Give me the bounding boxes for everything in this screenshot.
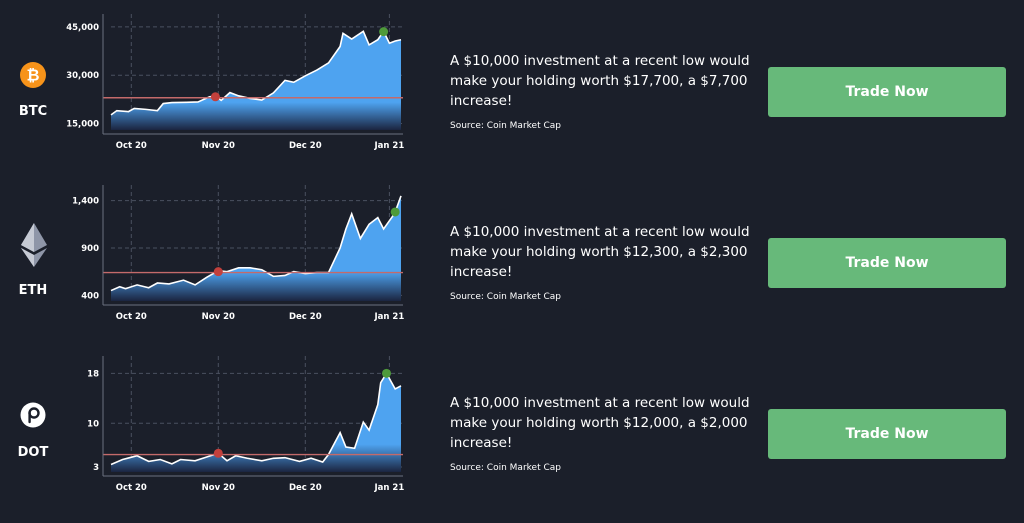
x-tick-label: Dec 20 (289, 312, 322, 322)
area-fill (111, 195, 401, 301)
price-chart-dot: 3 10 18 Oct 20 Nov 20 Dec 20 Jan 21 (87, 356, 405, 493)
x-tick-label: Jan 21 (374, 141, 405, 151)
price-chart-btc: 15,000 30,000 45,000 Oct 20 Nov 20 Dec 20 Jan … (66, 14, 405, 151)
low-point-marker (213, 448, 223, 458)
x-tick-label: Oct 20 (116, 483, 147, 493)
high-point-marker (382, 368, 391, 378)
y-tick-label: 18 (87, 369, 99, 379)
ethereum-icon (21, 223, 47, 267)
coin-label-btc: ₿ BTC (0, 0, 66, 171)
x-tick-label: Oct 20 (116, 312, 147, 322)
low-point-marker (213, 267, 223, 277)
trade-now-button[interactable]: Trade Now (768, 409, 1006, 459)
bitcoin-icon: ₿ (20, 62, 46, 88)
coin-ticker: ETH (18, 283, 48, 298)
x-tick-label: Jan 21 (374, 483, 405, 493)
x-tick-label: Jan 21 (374, 312, 405, 322)
x-tick-label: Dec 20 (289, 141, 322, 151)
investment-text: A $10,000 investment at a recent low wou… (450, 53, 750, 109)
coin-row-dot: DOT 3 10 18 Oct 20 Nov 20 Dec 20 Jan 21 A $10,… (0, 342, 1024, 513)
price-line (110, 195, 402, 292)
trade-now-button[interactable]: Trade Now (768, 67, 1006, 117)
x-tick-label: Nov 20 (202, 483, 235, 493)
investment-info: A $10,000 investment at a recent low wou… (450, 222, 750, 302)
source-text: Source: Coin Market Cap (450, 121, 561, 131)
price-line (110, 29, 402, 116)
area-fill (111, 31, 401, 130)
x-tick-label: Oct 20 (116, 141, 147, 151)
trade-now-button[interactable]: Trade Now (768, 238, 1006, 288)
polkadot-icon (20, 402, 46, 428)
coin-ticker: DOT (17, 445, 49, 460)
area-fill (111, 373, 401, 472)
investment-text: A $10,000 investment at a recent low wou… (450, 395, 750, 451)
coin-row-btc: ₿ BTC 15,000 30,000 45,000 Oct 20 Nov 20 Dec … (0, 0, 1024, 171)
x-tick-label: Nov 20 (202, 312, 235, 322)
investment-text: A $10,000 investment at a recent low wou… (450, 224, 750, 280)
svg-text:₿: ₿ (26, 66, 39, 85)
y-tick-label: 45,000 (66, 23, 99, 33)
investment-info: A $10,000 investment at a recent low wou… (450, 393, 750, 473)
price-chart-eth: 400 900 1,400 Oct 20 Nov 20 Dec 20 Jan 21 (72, 185, 405, 322)
coin-label-eth: ETH (0, 171, 66, 342)
low-point-marker (210, 92, 220, 102)
price-line (110, 371, 402, 466)
high-point-marker (379, 27, 389, 37)
high-point-marker (390, 207, 400, 217)
y-tick-label: 15,000 (66, 120, 99, 130)
y-tick-label: 3 (93, 463, 99, 473)
y-tick-label: 30,000 (66, 71, 99, 81)
investment-info: A $10,000 investment at a recent low wou… (450, 51, 750, 131)
source-text: Source: Coin Market Cap (450, 292, 561, 302)
source-text: Source: Coin Market Cap (450, 463, 561, 473)
x-tick-label: Nov 20 (202, 141, 235, 151)
x-tick-label: Dec 20 (289, 483, 322, 493)
y-tick-label: 900 (81, 244, 99, 254)
coin-label-dot: DOT (0, 342, 66, 513)
y-tick-label: 1,400 (72, 197, 99, 207)
coin-row-eth: ETH 400 900 1,400 Oct 20 Nov 20 Dec 20 Jan 21 … (0, 171, 1024, 342)
y-tick-label: 10 (87, 419, 99, 429)
y-tick-label: 400 (81, 291, 99, 301)
coin-ticker: BTC (18, 104, 48, 119)
